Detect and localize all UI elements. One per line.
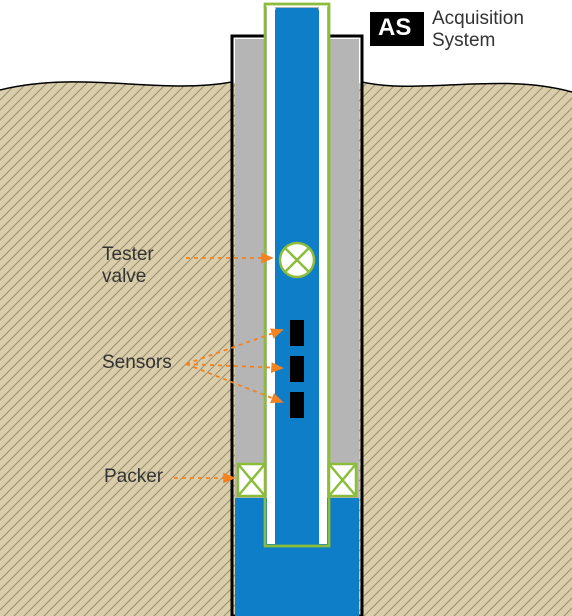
sensor-1 [290, 320, 304, 346]
pipe-gap-right [319, 6, 327, 544]
sensor-2 [290, 356, 304, 382]
wellbore-diagram [0, 0, 572, 616]
as-box-label: AS [378, 14, 411, 42]
tester-valve [280, 243, 314, 277]
packer-left [238, 464, 265, 496]
tester-valve-label: Tester valve [102, 244, 154, 288]
sensor-3 [290, 392, 304, 418]
acq-system-label: Acquisition System [432, 8, 524, 52]
packer-label: Packer [104, 466, 163, 488]
sensors-label: Sensors [102, 352, 172, 374]
packer-right [329, 464, 356, 496]
pipe-gap-left [267, 6, 275, 544]
